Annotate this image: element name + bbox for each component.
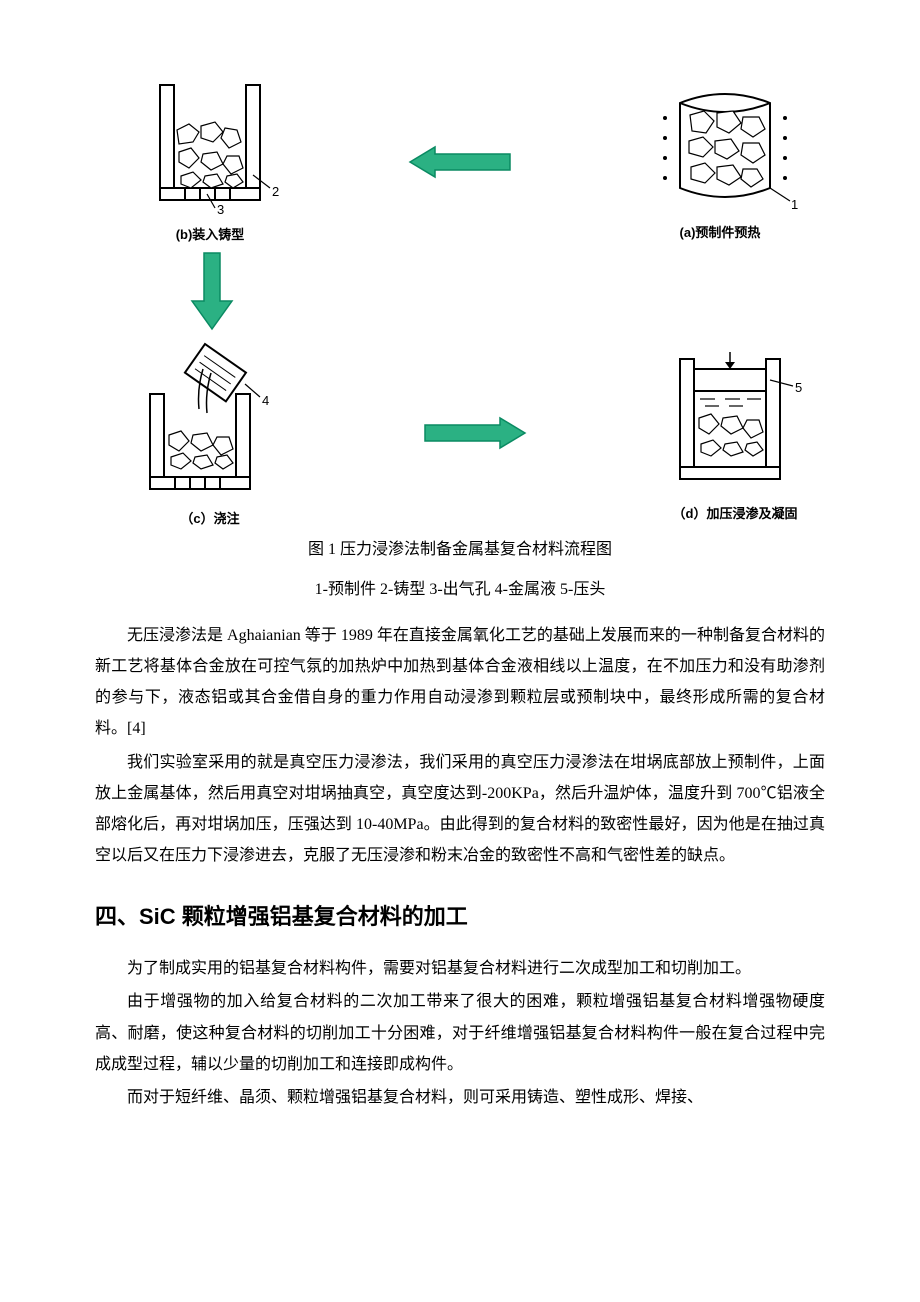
diagram-d-caption: （d）加压浸渗及凝固 [673, 503, 798, 522]
figure-legend: 1-预制件 2-铸型 3-出气孔 4-金属液 5-压头 [95, 575, 825, 605]
diagram-a-caption: (a)预制件预热 [680, 222, 761, 241]
figure-row-2 [95, 251, 825, 331]
paragraph-5: 而对于短纤维、晶须、颗粒增强铝基复合材料，则可采用铸造、塑性成形、焊接、 [95, 1082, 825, 1113]
paragraph-3: 为了制成实用的铝基复合材料构件，需要对铝基复合材料进行二次成型加工和切削加工。 [95, 953, 825, 984]
diagram-b-caption: (b)装入铸型 [176, 224, 245, 243]
arrow-a-to-b [405, 142, 515, 182]
callout-1-label: 1 [791, 197, 798, 212]
callout-4-label: 4 [262, 393, 269, 408]
figure-row-1: 2 3 (b)装入铸型 [95, 80, 825, 243]
diagram-b: 2 3 (b)装入铸型 [135, 80, 285, 243]
paragraph-4: 由于增强物的加入给复合材料的二次加工带来了很大的困难，颗粒增强铝基复合材料增强物… [95, 986, 825, 1080]
page: 2 3 (b)装入铸型 [0, 0, 920, 1175]
callout-3-label: 3 [217, 202, 224, 215]
arrow-c-to-d [420, 413, 530, 453]
diagram-d: 5 （d）加压浸渗及凝固 [655, 344, 815, 522]
callout-5-label: 5 [795, 380, 802, 395]
figure-caption: 图 1 压力浸渗法制备金属基复合材料流程图 [95, 535, 825, 565]
arrow-b-to-c [190, 251, 234, 331]
paragraph-2: 我们实验室采用的就是真空压力浸渗法，我们采用的真空压力浸渗法在坩埚底部放上预制件… [95, 747, 825, 872]
diagram-c-caption: （c）浇注 [180, 508, 239, 527]
section-heading-4: 四、SiC 颗粒增强铝基复合材料的加工 [95, 899, 825, 931]
callout-2-label: 2 [272, 184, 279, 199]
figure-row-3: 4 （c）浇注 [95, 339, 825, 527]
paragraph-1: 无压浸渗法是 Aghaianian 等于 1989 年在直接金属氧化工艺的基础上… [95, 620, 825, 745]
diagram-c: 4 （c）浇注 [125, 339, 295, 527]
figure-1: 2 3 (b)装入铸型 [95, 80, 825, 606]
diagram-a: 1 (a)预制件预热 [635, 83, 805, 241]
